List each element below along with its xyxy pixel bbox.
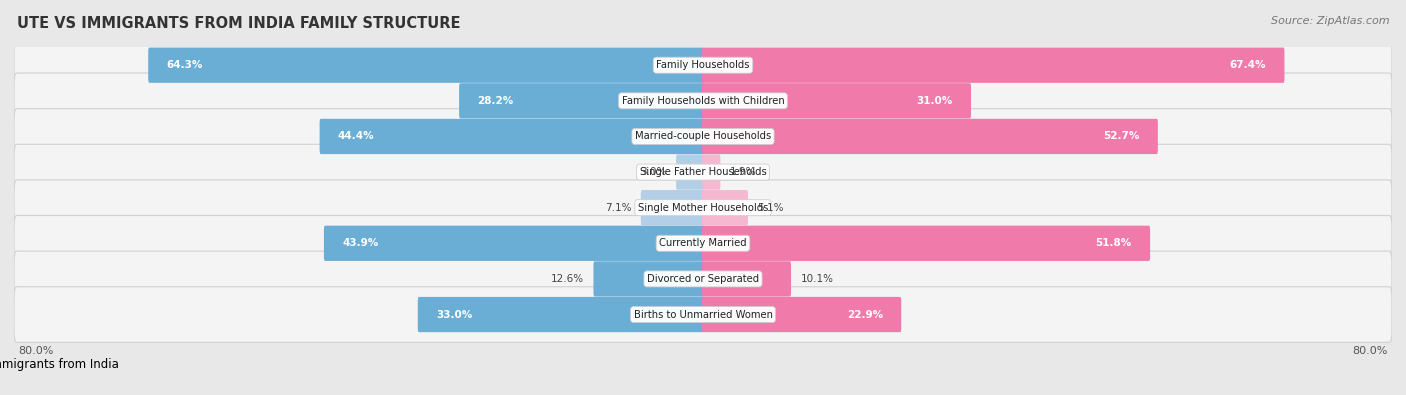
Text: 28.2%: 28.2% xyxy=(478,96,513,106)
Text: Family Households with Children: Family Households with Children xyxy=(621,96,785,106)
Text: 67.4%: 67.4% xyxy=(1230,60,1267,70)
Text: Single Mother Households: Single Mother Households xyxy=(638,203,768,213)
FancyBboxPatch shape xyxy=(702,190,748,225)
FancyBboxPatch shape xyxy=(323,226,704,261)
FancyBboxPatch shape xyxy=(593,261,704,297)
FancyBboxPatch shape xyxy=(14,144,1392,200)
FancyBboxPatch shape xyxy=(14,38,1392,93)
FancyBboxPatch shape xyxy=(319,119,704,154)
FancyBboxPatch shape xyxy=(702,47,1285,83)
Text: 3.0%: 3.0% xyxy=(641,167,666,177)
Text: Source: ZipAtlas.com: Source: ZipAtlas.com xyxy=(1271,16,1389,26)
FancyBboxPatch shape xyxy=(14,109,1392,164)
FancyBboxPatch shape xyxy=(14,180,1392,235)
FancyBboxPatch shape xyxy=(702,226,1150,261)
Text: UTE VS IMMIGRANTS FROM INDIA FAMILY STRUCTURE: UTE VS IMMIGRANTS FROM INDIA FAMILY STRU… xyxy=(17,16,460,31)
FancyBboxPatch shape xyxy=(702,297,901,332)
Text: 80.0%: 80.0% xyxy=(18,346,53,356)
FancyBboxPatch shape xyxy=(418,297,704,332)
FancyBboxPatch shape xyxy=(14,216,1392,271)
FancyBboxPatch shape xyxy=(702,119,1159,154)
Text: 44.4%: 44.4% xyxy=(337,132,374,141)
FancyBboxPatch shape xyxy=(148,47,704,83)
Legend: Ute, Immigrants from India: Ute, Immigrants from India xyxy=(0,354,124,376)
FancyBboxPatch shape xyxy=(460,83,704,118)
Text: 1.9%: 1.9% xyxy=(730,167,756,177)
Text: 64.3%: 64.3% xyxy=(166,60,202,70)
Text: 12.6%: 12.6% xyxy=(551,274,583,284)
Text: 33.0%: 33.0% xyxy=(436,310,472,320)
Text: 22.9%: 22.9% xyxy=(846,310,883,320)
FancyBboxPatch shape xyxy=(702,83,972,118)
Text: Births to Unmarried Women: Births to Unmarried Women xyxy=(634,310,772,320)
Text: Family Households: Family Households xyxy=(657,60,749,70)
Text: 10.1%: 10.1% xyxy=(800,274,834,284)
Text: Married-couple Households: Married-couple Households xyxy=(636,132,770,141)
Text: Divorced or Separated: Divorced or Separated xyxy=(647,274,759,284)
Text: Single Father Households: Single Father Households xyxy=(640,167,766,177)
Text: Currently Married: Currently Married xyxy=(659,238,747,248)
Text: 52.7%: 52.7% xyxy=(1104,132,1140,141)
Text: 80.0%: 80.0% xyxy=(1353,346,1388,356)
Text: 7.1%: 7.1% xyxy=(605,203,631,213)
Text: 31.0%: 31.0% xyxy=(917,96,953,106)
FancyBboxPatch shape xyxy=(641,190,704,225)
FancyBboxPatch shape xyxy=(14,287,1392,342)
Text: 51.8%: 51.8% xyxy=(1095,238,1132,248)
Text: 5.1%: 5.1% xyxy=(758,203,783,213)
FancyBboxPatch shape xyxy=(702,261,792,297)
FancyBboxPatch shape xyxy=(676,154,704,190)
FancyBboxPatch shape xyxy=(702,154,720,190)
FancyBboxPatch shape xyxy=(14,251,1392,307)
Text: 43.9%: 43.9% xyxy=(342,238,378,248)
FancyBboxPatch shape xyxy=(14,73,1392,129)
